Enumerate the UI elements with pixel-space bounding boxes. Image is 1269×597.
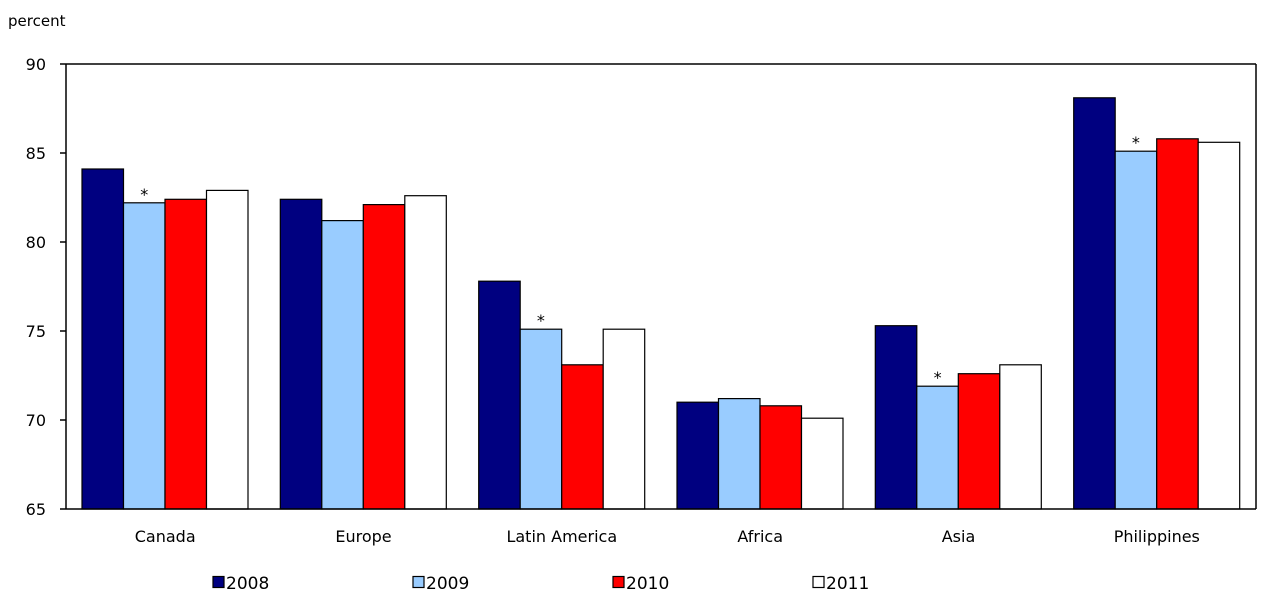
bar-2008-canada — [81, 168, 125, 510]
legend-label-2009: 2009 — [426, 574, 469, 594]
x-tick-label: Africa — [737, 527, 783, 546]
legend-swatch-2009 — [412, 575, 425, 589]
bar-2011-asia — [999, 364, 1042, 510]
bar-2010-europe — [362, 204, 406, 510]
bar-2008-philippines — [1073, 97, 1116, 510]
bar-2010-philippines — [1156, 138, 1199, 510]
bar-2008-europe — [279, 198, 323, 510]
bar-2010-asia — [957, 373, 1001, 510]
bar-2008-latin-america — [478, 280, 521, 510]
y-tick-label: 85 — [26, 144, 46, 163]
x-tick-label: Canada — [135, 527, 196, 546]
y-tick-label: 80 — [26, 233, 46, 252]
y-tick-label: 65 — [26, 500, 46, 519]
y-axis-label: percent — [8, 12, 66, 30]
bar-2009-philippines — [1114, 150, 1158, 510]
significance-marker: * — [1132, 133, 1140, 152]
annotations-group: * * * * — [140, 133, 1140, 387]
axes-group — [65, 63, 1257, 510]
bar-2008-asia — [874, 325, 918, 510]
bar-2008-africa — [676, 401, 720, 510]
legend-swatch-2011 — [812, 575, 825, 589]
y-ticks-group: 65 70 75 80 85 90 — [26, 55, 66, 519]
y-tick-label: 70 — [26, 411, 46, 430]
legend: 2008 2009 2010 2011 — [212, 574, 869, 594]
legend-swatch-2010 — [612, 575, 625, 589]
bar-2009-europe — [321, 220, 364, 510]
bar-2009-africa — [717, 398, 761, 510]
x-tick-label: Latin America — [506, 527, 617, 546]
bar-2010-africa — [759, 405, 803, 510]
y-tick-label: 75 — [26, 322, 46, 341]
x-tick-label: Europe — [335, 527, 391, 546]
x-labels-group: Canada Europe Latin America Africa Asia Phili… — [135, 527, 1200, 546]
bar-2009-canada — [122, 202, 166, 510]
x-tick-label: Philippines — [1114, 527, 1200, 546]
legend-label-2008: 2008 — [226, 574, 269, 594]
significance-marker: * — [934, 368, 942, 387]
significance-marker: * — [537, 311, 545, 330]
legend-swatch-2008 — [212, 575, 225, 589]
bar-2009-latin-america — [519, 328, 563, 510]
bar-2010-latin-america — [561, 364, 604, 510]
bar-2011-latin-america — [602, 328, 646, 510]
significance-marker: * — [140, 185, 148, 204]
bar-2011-europe — [404, 195, 447, 510]
legend-label-2010: 2010 — [626, 574, 669, 594]
bar-2011-africa — [800, 417, 844, 510]
legend-label-2011: 2011 — [826, 574, 869, 594]
bar-2011-canada — [205, 189, 249, 510]
bar-2009-asia — [916, 385, 959, 510]
bar-2011-philippines — [1197, 141, 1241, 510]
bars-group — [81, 97, 1241, 510]
y-tick-label: 90 — [26, 55, 46, 74]
x-tick-label: Asia — [942, 527, 976, 546]
bar-2010-canada — [164, 198, 208, 510]
